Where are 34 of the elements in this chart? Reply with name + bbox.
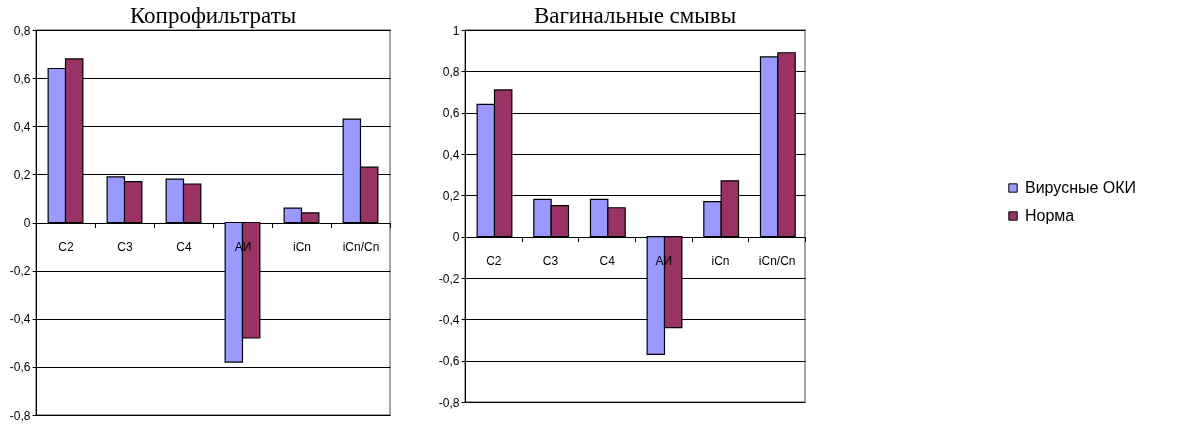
y-tick-label: -0,8	[9, 408, 31, 423]
y-tick-label: 0,2	[442, 188, 460, 203]
y-tick-label: -0,4	[438, 312, 460, 327]
y-tick-label: -0,2	[438, 271, 460, 286]
x-tick-label: АИ	[234, 240, 252, 254]
x-tick-label: iCn	[292, 240, 312, 254]
y-tick-label: -0,2	[9, 264, 31, 279]
x-tick-label: C4	[176, 240, 192, 254]
y-tick-label: 0,2	[13, 167, 31, 182]
y-tick-label: -0,6	[9, 360, 31, 375]
y-tick-label: 0	[452, 230, 460, 245]
x-tick-label: C2	[58, 240, 74, 254]
y-tick-label: 0,8	[13, 23, 31, 38]
chart-title: Копрофильтраты	[129, 3, 297, 28]
y-tick-label: 0,6	[442, 106, 460, 121]
y-tick-label: -0,4	[9, 312, 31, 327]
legend-label: Вирусные ОКИ	[1025, 179, 1137, 196]
y-tick-label: 0	[23, 216, 31, 230]
y-tick-label: 0,4	[442, 147, 460, 162]
chart-title: Вагинальные смывы	[533, 3, 737, 28]
legend-label: Норма	[1025, 207, 1075, 224]
y-tick-label: 0,4	[13, 119, 31, 134]
y-tick-label: -0,6	[438, 354, 460, 369]
y-tick-label: 0,6	[13, 71, 31, 86]
x-tick-label: C2	[486, 254, 502, 269]
x-tick-label: C3	[117, 240, 133, 254]
x-tick-label: C4	[599, 254, 616, 269]
y-tick-label: 1	[452, 23, 460, 38]
x-tick-label: C3	[542, 254, 559, 269]
y-tick-label: -0,8	[438, 395, 460, 410]
y-tick-label: 0,8	[442, 64, 460, 79]
x-tick-label: iCn/Cn	[758, 254, 796, 269]
x-tick-label: iCn	[711, 254, 730, 269]
x-tick-label: iCn/Cn	[342, 240, 380, 254]
